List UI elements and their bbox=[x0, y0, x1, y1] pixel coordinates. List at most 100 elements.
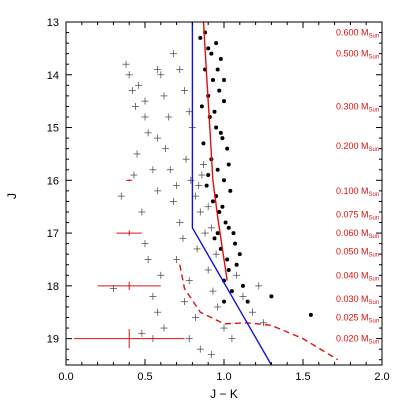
data-point-cross bbox=[141, 113, 149, 121]
data-point-cross bbox=[185, 277, 193, 285]
data-point-dot bbox=[218, 130, 223, 135]
data-point-cross bbox=[133, 150, 141, 158]
data-point-cross bbox=[179, 234, 187, 242]
data-point-cross bbox=[130, 171, 138, 179]
data-point-dot bbox=[198, 35, 203, 40]
series-line-blue-solid bbox=[191, 22, 273, 366]
data-point-cross bbox=[160, 324, 168, 332]
series-line-red-dashed bbox=[179, 264, 339, 361]
data-point-cross bbox=[149, 166, 157, 174]
data-point-dot bbox=[220, 204, 225, 209]
mass-label: 0.600 MSun bbox=[336, 28, 379, 40]
data-point-dot bbox=[218, 56, 223, 61]
y-axis-title: J bbox=[5, 193, 19, 199]
data-point-cross bbox=[154, 308, 162, 316]
data-point-dot bbox=[212, 236, 217, 241]
data-point-cross bbox=[192, 314, 200, 322]
data-point-dot bbox=[214, 41, 219, 46]
mass-label: 0.300 MSun bbox=[336, 101, 379, 113]
data-point-cross bbox=[141, 240, 149, 248]
data-point-dot bbox=[214, 125, 219, 130]
data-point-cross bbox=[212, 250, 220, 258]
data-point-cross bbox=[228, 335, 236, 343]
x-tick-label: 0.0 bbox=[58, 371, 73, 383]
data-point-cross bbox=[185, 108, 193, 116]
data-point-cross bbox=[255, 282, 263, 290]
data-point-cross bbox=[173, 255, 181, 263]
mass-label: 0.025 MSun bbox=[336, 313, 379, 325]
data-point-dot bbox=[233, 241, 238, 246]
data-point-dot bbox=[206, 46, 211, 51]
y-tick-label: 13 bbox=[47, 17, 59, 29]
data-point-dot bbox=[209, 51, 214, 56]
data-point-cross bbox=[135, 81, 143, 89]
data-point-cross bbox=[220, 324, 228, 332]
data-point-dot bbox=[225, 257, 230, 262]
data-point-cross bbox=[181, 298, 188, 306]
mass-label: 0.030 MSun bbox=[336, 294, 379, 306]
data-point-cross bbox=[162, 145, 170, 153]
data-point-dot bbox=[269, 294, 274, 299]
data-point-dot bbox=[212, 109, 217, 114]
data-point-cross bbox=[192, 192, 200, 200]
data-point-cross bbox=[201, 229, 209, 237]
data-point-cross bbox=[169, 50, 177, 58]
data-point-cross bbox=[193, 245, 201, 253]
data-point-dot bbox=[201, 141, 206, 146]
data-point-cross bbox=[209, 287, 217, 295]
y-tick-label: 19 bbox=[47, 334, 59, 346]
error-bar bbox=[73, 329, 185, 349]
data-point-cross bbox=[176, 65, 184, 73]
data-point-cross bbox=[117, 192, 125, 200]
data-point-cross bbox=[185, 335, 193, 343]
data-point-dot bbox=[215, 167, 220, 172]
data-point-cross bbox=[207, 350, 215, 358]
data-point-dot bbox=[222, 299, 226, 304]
data-point-dot bbox=[215, 67, 220, 72]
data-point-cross bbox=[157, 71, 165, 79]
data-point-dot bbox=[210, 78, 215, 83]
data-point-cross bbox=[196, 208, 204, 216]
data-point-cross bbox=[173, 182, 181, 190]
mass-label: 0.060 MSun bbox=[336, 228, 379, 240]
data-point-dot bbox=[220, 136, 225, 141]
data-point-cross bbox=[154, 134, 162, 142]
data-point-dot bbox=[206, 173, 211, 178]
plot-area bbox=[66, 22, 382, 365]
data-point-cross bbox=[239, 292, 247, 300]
data-point-dot bbox=[308, 312, 313, 317]
data-point-cross bbox=[138, 329, 146, 337]
data-point-cross bbox=[207, 224, 215, 232]
data-point-cross bbox=[196, 345, 204, 353]
data-point-dot bbox=[240, 283, 245, 288]
x-axis-title: J − K bbox=[210, 387, 238, 401]
axes: 0.0 0.5 1.0 1.5 2.0 13 14 15 16 17 18 19 bbox=[47, 17, 390, 383]
y-tick-label: 16 bbox=[47, 175, 59, 187]
data-point-cross bbox=[154, 187, 162, 195]
data-point-dot bbox=[223, 220, 228, 225]
data-point-dot bbox=[229, 289, 234, 294]
data-point-dot bbox=[204, 183, 209, 188]
x-tick-label: 0.5 bbox=[137, 371, 152, 383]
data-point-cross bbox=[154, 65, 162, 73]
data-point-cross bbox=[166, 166, 174, 174]
data-point-cross bbox=[160, 92, 168, 100]
error-bar bbox=[116, 230, 142, 236]
data-point-cross bbox=[204, 203, 212, 211]
data-point-cross bbox=[149, 292, 157, 300]
data-point-cross bbox=[138, 208, 146, 216]
data-point-dot bbox=[222, 178, 226, 183]
data-point-dot bbox=[210, 199, 215, 204]
data-point-dot bbox=[234, 262, 239, 267]
data-point-cross bbox=[187, 176, 195, 184]
mass-label: 0.500 MSun bbox=[336, 49, 379, 61]
data-point-cross bbox=[248, 308, 256, 316]
data-point-cross bbox=[199, 160, 207, 168]
data-point-dot bbox=[217, 209, 222, 214]
data-point-cross bbox=[157, 271, 165, 279]
data-point-cross bbox=[198, 171, 206, 179]
data-point-cross bbox=[144, 129, 152, 137]
data-point-dot bbox=[226, 268, 231, 273]
data-point-dot bbox=[231, 231, 236, 236]
mass-label: 0.100 MSun bbox=[336, 186, 379, 198]
